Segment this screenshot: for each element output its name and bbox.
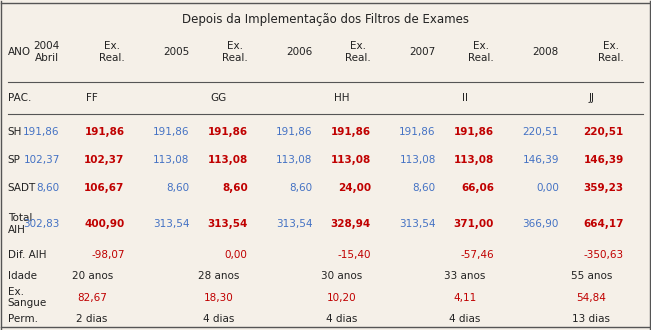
- Text: 20 anos: 20 anos: [72, 271, 113, 281]
- Text: Ex.
Sangue: Ex. Sangue: [8, 287, 47, 308]
- Text: -98,07: -98,07: [91, 250, 124, 260]
- Text: 18,30: 18,30: [204, 292, 234, 303]
- Text: SH: SH: [8, 127, 22, 137]
- Text: 313,54: 313,54: [153, 219, 189, 229]
- Text: 2004
Abril: 2004 Abril: [33, 41, 60, 63]
- Text: 0,00: 0,00: [536, 183, 559, 193]
- Text: 146,39: 146,39: [522, 155, 559, 165]
- Text: 102,37: 102,37: [23, 155, 60, 165]
- Text: 28 anos: 28 anos: [198, 271, 239, 281]
- Text: 66,06: 66,06: [461, 183, 494, 193]
- Text: 54,84: 54,84: [576, 292, 606, 303]
- Text: Idade: Idade: [8, 271, 37, 281]
- Text: 2008: 2008: [533, 47, 559, 57]
- Text: 664,17: 664,17: [583, 219, 624, 229]
- Text: 220,51: 220,51: [523, 127, 559, 137]
- Text: 191,86: 191,86: [454, 127, 494, 137]
- Text: PAC.: PAC.: [8, 93, 31, 103]
- Text: 113,08: 113,08: [208, 155, 248, 165]
- Text: 2006: 2006: [286, 47, 312, 57]
- Text: 113,08: 113,08: [454, 155, 494, 165]
- Text: 8,60: 8,60: [413, 183, 436, 193]
- Text: 113,08: 113,08: [331, 155, 371, 165]
- Text: 102,37: 102,37: [84, 155, 124, 165]
- Text: 4,11: 4,11: [453, 292, 477, 303]
- Text: 191,86: 191,86: [153, 127, 189, 137]
- Text: Ex.
Real.: Ex. Real.: [468, 41, 494, 63]
- Text: 191,86: 191,86: [23, 127, 60, 137]
- Text: ANO: ANO: [8, 47, 31, 57]
- Text: 33 anos: 33 anos: [444, 271, 486, 281]
- Text: 8,60: 8,60: [36, 183, 60, 193]
- Text: 359,23: 359,23: [583, 183, 624, 193]
- Text: 8,60: 8,60: [166, 183, 189, 193]
- Text: 191,86: 191,86: [276, 127, 312, 137]
- Text: 113,08: 113,08: [276, 155, 312, 165]
- Text: 8,60: 8,60: [222, 183, 248, 193]
- Text: 4 dias: 4 dias: [449, 314, 480, 324]
- Text: 2 dias: 2 dias: [76, 314, 108, 324]
- Text: FF: FF: [87, 93, 98, 103]
- Text: 366,90: 366,90: [523, 219, 559, 229]
- Text: -57,46: -57,46: [460, 250, 494, 260]
- Text: 220,51: 220,51: [583, 127, 624, 137]
- Text: 55 anos: 55 anos: [570, 271, 612, 281]
- Text: Perm.: Perm.: [8, 314, 38, 324]
- Text: Ex.
Real.: Ex. Real.: [99, 41, 124, 63]
- Text: 191,86: 191,86: [331, 127, 371, 137]
- Text: II: II: [462, 93, 468, 103]
- Text: 400,90: 400,90: [84, 219, 124, 229]
- Text: 4 dias: 4 dias: [203, 314, 234, 324]
- Text: 191,86: 191,86: [85, 127, 124, 137]
- Text: Dif. AIH: Dif. AIH: [8, 250, 46, 260]
- Text: 313,54: 313,54: [276, 219, 312, 229]
- Text: 0,00: 0,00: [225, 250, 248, 260]
- Text: 371,00: 371,00: [454, 219, 494, 229]
- Text: Ex.
Real.: Ex. Real.: [222, 41, 248, 63]
- Text: 10,20: 10,20: [327, 292, 357, 303]
- Text: Total
AIH: Total AIH: [8, 213, 33, 235]
- Text: Ex.
Real.: Ex. Real.: [345, 41, 371, 63]
- Text: 82,67: 82,67: [77, 292, 107, 303]
- Text: JJ: JJ: [589, 93, 594, 103]
- Text: Ex.
Real.: Ex. Real.: [598, 41, 624, 63]
- Text: SADT: SADT: [8, 183, 36, 193]
- Text: HH: HH: [334, 93, 350, 103]
- Text: 2005: 2005: [163, 47, 189, 57]
- Text: 313,54: 313,54: [207, 219, 248, 229]
- Text: 13 dias: 13 dias: [572, 314, 610, 324]
- Text: -350,63: -350,63: [583, 250, 624, 260]
- Text: 191,86: 191,86: [399, 127, 436, 137]
- Text: Depois da Implementação dos Filtros de Exames: Depois da Implementação dos Filtros de E…: [182, 13, 469, 26]
- Text: 113,08: 113,08: [153, 155, 189, 165]
- Text: 191,86: 191,86: [208, 127, 248, 137]
- Text: 106,67: 106,67: [84, 183, 124, 193]
- Text: 328,94: 328,94: [331, 219, 371, 229]
- Text: 113,08: 113,08: [399, 155, 436, 165]
- Text: 313,54: 313,54: [399, 219, 436, 229]
- Text: 30 anos: 30 anos: [321, 271, 363, 281]
- Text: 146,39: 146,39: [583, 155, 624, 165]
- Text: 2007: 2007: [409, 47, 436, 57]
- Text: SP: SP: [8, 155, 21, 165]
- Text: 4 dias: 4 dias: [326, 314, 357, 324]
- Text: 24,00: 24,00: [338, 183, 371, 193]
- Text: GG: GG: [210, 93, 227, 103]
- Text: 302,83: 302,83: [23, 219, 60, 229]
- Text: 8,60: 8,60: [290, 183, 312, 193]
- Text: -15,40: -15,40: [337, 250, 371, 260]
